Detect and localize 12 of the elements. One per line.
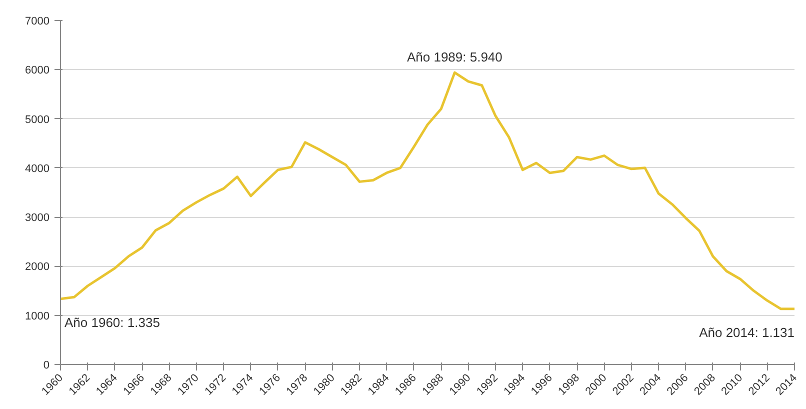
y-tick-label: 1000	[25, 310, 50, 322]
annotation: Año 1989: 5.940	[406, 50, 502, 65]
y-tick-label: 4000	[25, 162, 50, 175]
y-tick-label: 7000	[25, 16, 50, 28]
y-tick-label: 0	[43, 360, 50, 372]
annotation: Año 1960: 1.335	[64, 314, 160, 330]
y-tick-label: 5000	[25, 114, 50, 126]
annotation: Año 2014: 1.131	[699, 324, 795, 340]
y-tick-label: 3000	[25, 212, 50, 224]
line-series	[60, 71, 794, 310]
y-tick-label: 6000	[25, 64, 50, 77]
y-tick-label: 2000	[25, 261, 50, 274]
